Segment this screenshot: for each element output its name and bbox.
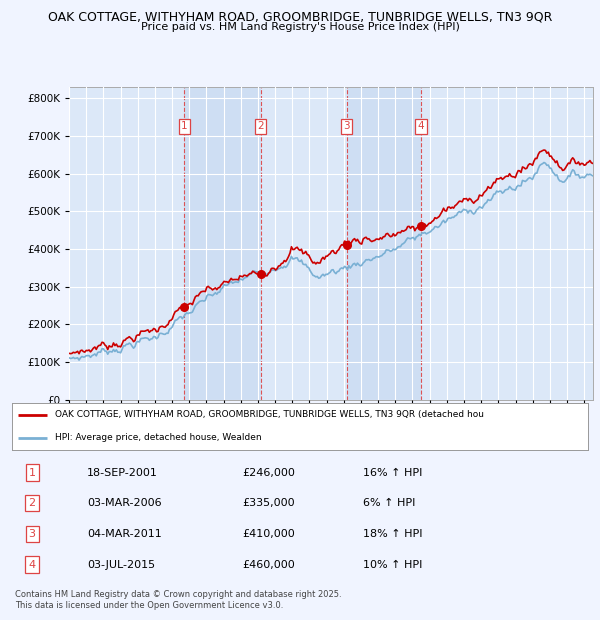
- Text: 3: 3: [29, 529, 35, 539]
- Text: OAK COTTAGE, WITHYHAM ROAD, GROOMBRIDGE, TUNBRIDGE WELLS, TN3 9QR (detached hou: OAK COTTAGE, WITHYHAM ROAD, GROOMBRIDGE,…: [55, 410, 484, 419]
- Text: 10% ↑ HPI: 10% ↑ HPI: [364, 560, 423, 570]
- Text: 3: 3: [343, 122, 350, 131]
- Text: 1: 1: [29, 467, 35, 477]
- Text: 04-MAR-2011: 04-MAR-2011: [87, 529, 161, 539]
- Text: £410,000: £410,000: [242, 529, 295, 539]
- Text: 4: 4: [418, 122, 424, 131]
- Text: 18% ↑ HPI: 18% ↑ HPI: [364, 529, 423, 539]
- Text: 03-MAR-2006: 03-MAR-2006: [87, 498, 161, 508]
- Text: 1: 1: [181, 122, 188, 131]
- Text: 16% ↑ HPI: 16% ↑ HPI: [364, 467, 423, 477]
- Text: HPI: Average price, detached house, Wealden: HPI: Average price, detached house, Weal…: [55, 433, 262, 443]
- Text: 18-SEP-2001: 18-SEP-2001: [87, 467, 158, 477]
- Text: 2: 2: [257, 122, 264, 131]
- Text: 6% ↑ HPI: 6% ↑ HPI: [364, 498, 416, 508]
- Text: £335,000: £335,000: [242, 498, 295, 508]
- Text: £460,000: £460,000: [242, 560, 295, 570]
- Bar: [184, 87, 261, 400]
- Text: Contains HM Land Registry data © Crown copyright and database right 2025.
This d: Contains HM Land Registry data © Crown c…: [15, 590, 341, 609]
- Text: 4: 4: [29, 560, 36, 570]
- Text: 03-JUL-2015: 03-JUL-2015: [87, 560, 155, 570]
- Bar: [347, 87, 421, 400]
- Text: £246,000: £246,000: [242, 467, 295, 477]
- Text: OAK COTTAGE, WITHYHAM ROAD, GROOMBRIDGE, TUNBRIDGE WELLS, TN3 9QR: OAK COTTAGE, WITHYHAM ROAD, GROOMBRIDGE,…: [48, 11, 552, 24]
- Text: Price paid vs. HM Land Registry's House Price Index (HPI): Price paid vs. HM Land Registry's House …: [140, 22, 460, 32]
- Text: 2: 2: [29, 498, 36, 508]
